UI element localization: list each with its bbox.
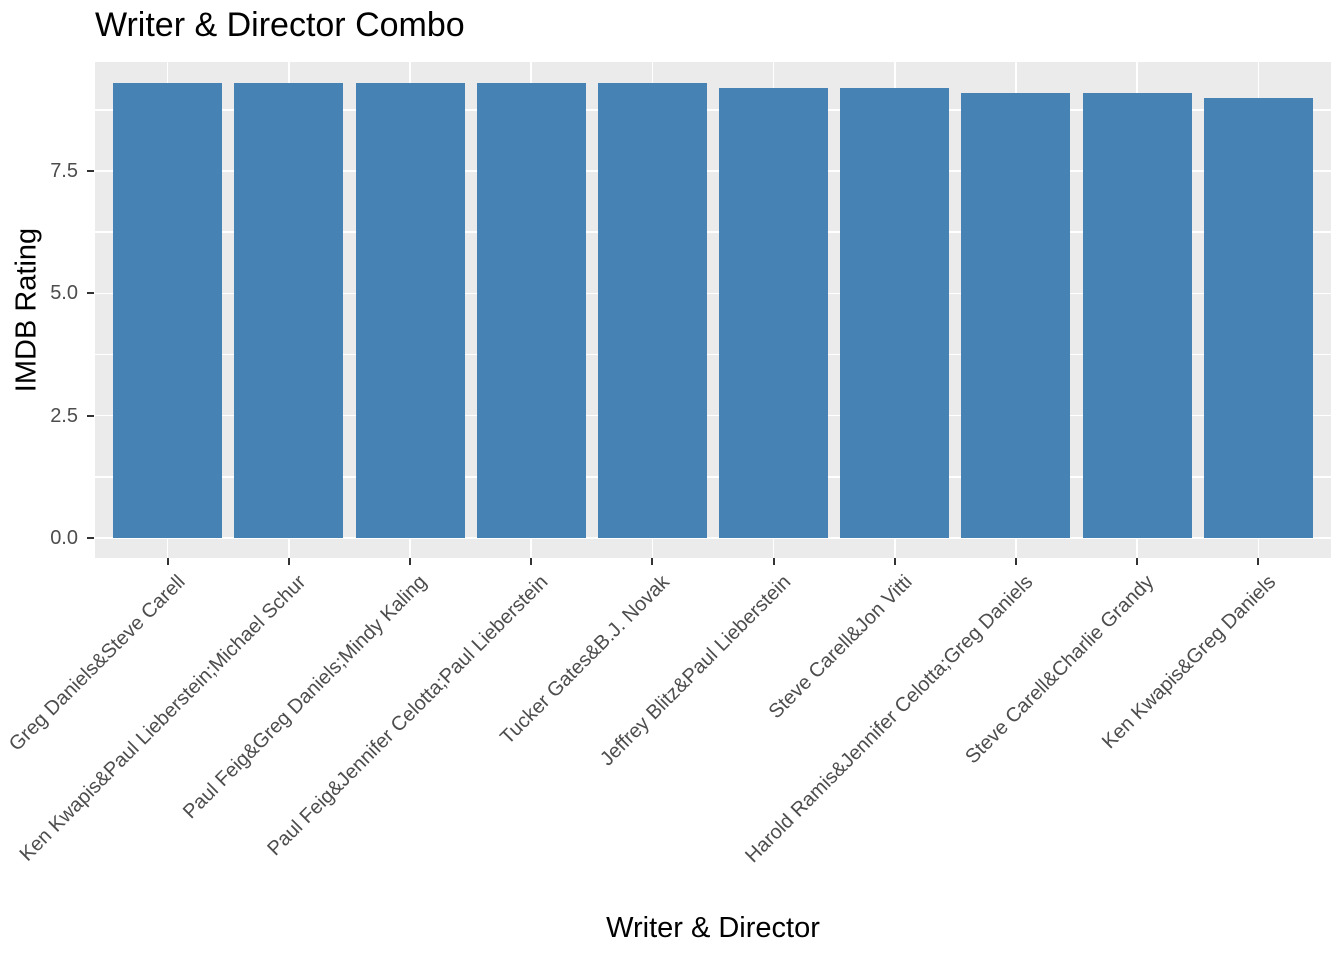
bar	[113, 83, 223, 538]
bar	[840, 87, 950, 538]
plot-panel	[95, 62, 1331, 558]
x-tick-mark	[409, 558, 412, 565]
y-tick-mark	[87, 292, 94, 295]
gridline-minor-y	[95, 109, 1331, 111]
bar	[719, 87, 829, 538]
x-tick-mark	[1136, 558, 1139, 565]
y-tick-mark	[87, 170, 94, 173]
gridline-minor-y	[95, 231, 1331, 233]
y-tick-mark	[87, 536, 94, 539]
gridline-major-y	[95, 537, 1331, 539]
x-tick-mark	[287, 558, 290, 565]
y-tick-label: 0.0	[50, 526, 78, 549]
gridline-major-y	[95, 414, 1331, 417]
gridline-major-y	[95, 170, 1331, 172]
x-tick-label: Ken Kwapis&Paul Lieberstein;Michael Schu…	[15, 571, 311, 866]
bar	[234, 83, 344, 538]
x-tick-mark	[893, 558, 896, 565]
bar	[355, 83, 465, 538]
x-tick-mark	[1257, 558, 1260, 565]
x-tick-mark	[772, 558, 775, 565]
gridline-minor-y	[95, 476, 1331, 478]
gridline-minor-y	[95, 353, 1331, 356]
x-tick-mark	[1014, 558, 1017, 565]
x-tick-mark	[166, 558, 169, 565]
chart-title: Writer & Director Combo	[95, 6, 465, 44]
x-tick-label: Paul Feig&Jennifer Celotta;Paul Lieberst…	[263, 571, 553, 861]
bar	[597, 83, 707, 538]
y-tick-label: 7.5	[50, 160, 78, 183]
bar	[1082, 92, 1192, 538]
y-tick-label: 5.0	[50, 282, 78, 305]
bar	[476, 83, 586, 538]
bar	[1203, 97, 1313, 538]
x-tick-mark	[530, 558, 533, 565]
x-tick-label: Paul Feig&Greg Daniels;Mindy Kaling	[179, 571, 432, 824]
y-tick-label: 2.5	[50, 404, 78, 427]
y-tick-mark	[87, 414, 94, 417]
x-tick-mark	[651, 558, 654, 565]
x-tick-label: Jeffrey Blitz&Paul Lieberstein	[595, 571, 796, 771]
bar	[961, 92, 1071, 538]
x-axis-title: Writer & Director	[606, 912, 820, 944]
gridline-major-y	[95, 292, 1331, 295]
y-axis-title: IMDB Rating	[10, 227, 43, 393]
